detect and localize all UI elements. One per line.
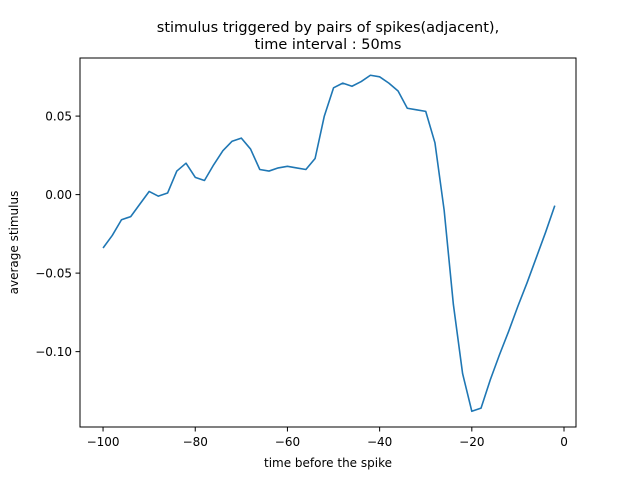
chart-title-line-2: time interval : 50ms [255,37,402,53]
plot-area [102,74,556,413]
x-tick-label: −80 [183,435,208,449]
axes-frame [79,57,577,428]
y-axis: −0.10 −0.05 0.00 0.05 [35,110,80,359]
x-tick-label: −40 [367,435,392,449]
y-tick-label: 0.05 [45,110,72,124]
x-tick-label: −20 [459,435,484,449]
series-line-0 [102,74,556,413]
x-tick-label: −100 [87,435,120,449]
chart-title-line-1: stimulus triggered by pairs of spikes(ad… [157,20,499,36]
x-axis: −100 −80 −60 −40 −20 0 [87,427,568,449]
y-tick-label: −0.05 [35,267,72,281]
y-tick-label: 0.00 [45,188,72,202]
x-tick-label: −60 [275,435,300,449]
x-tick-label: 0 [560,435,568,449]
y-axis-label: average stimulus [7,191,21,295]
x-axis-label: time before the spike [264,456,392,470]
y-tick-label: −0.10 [35,345,72,359]
